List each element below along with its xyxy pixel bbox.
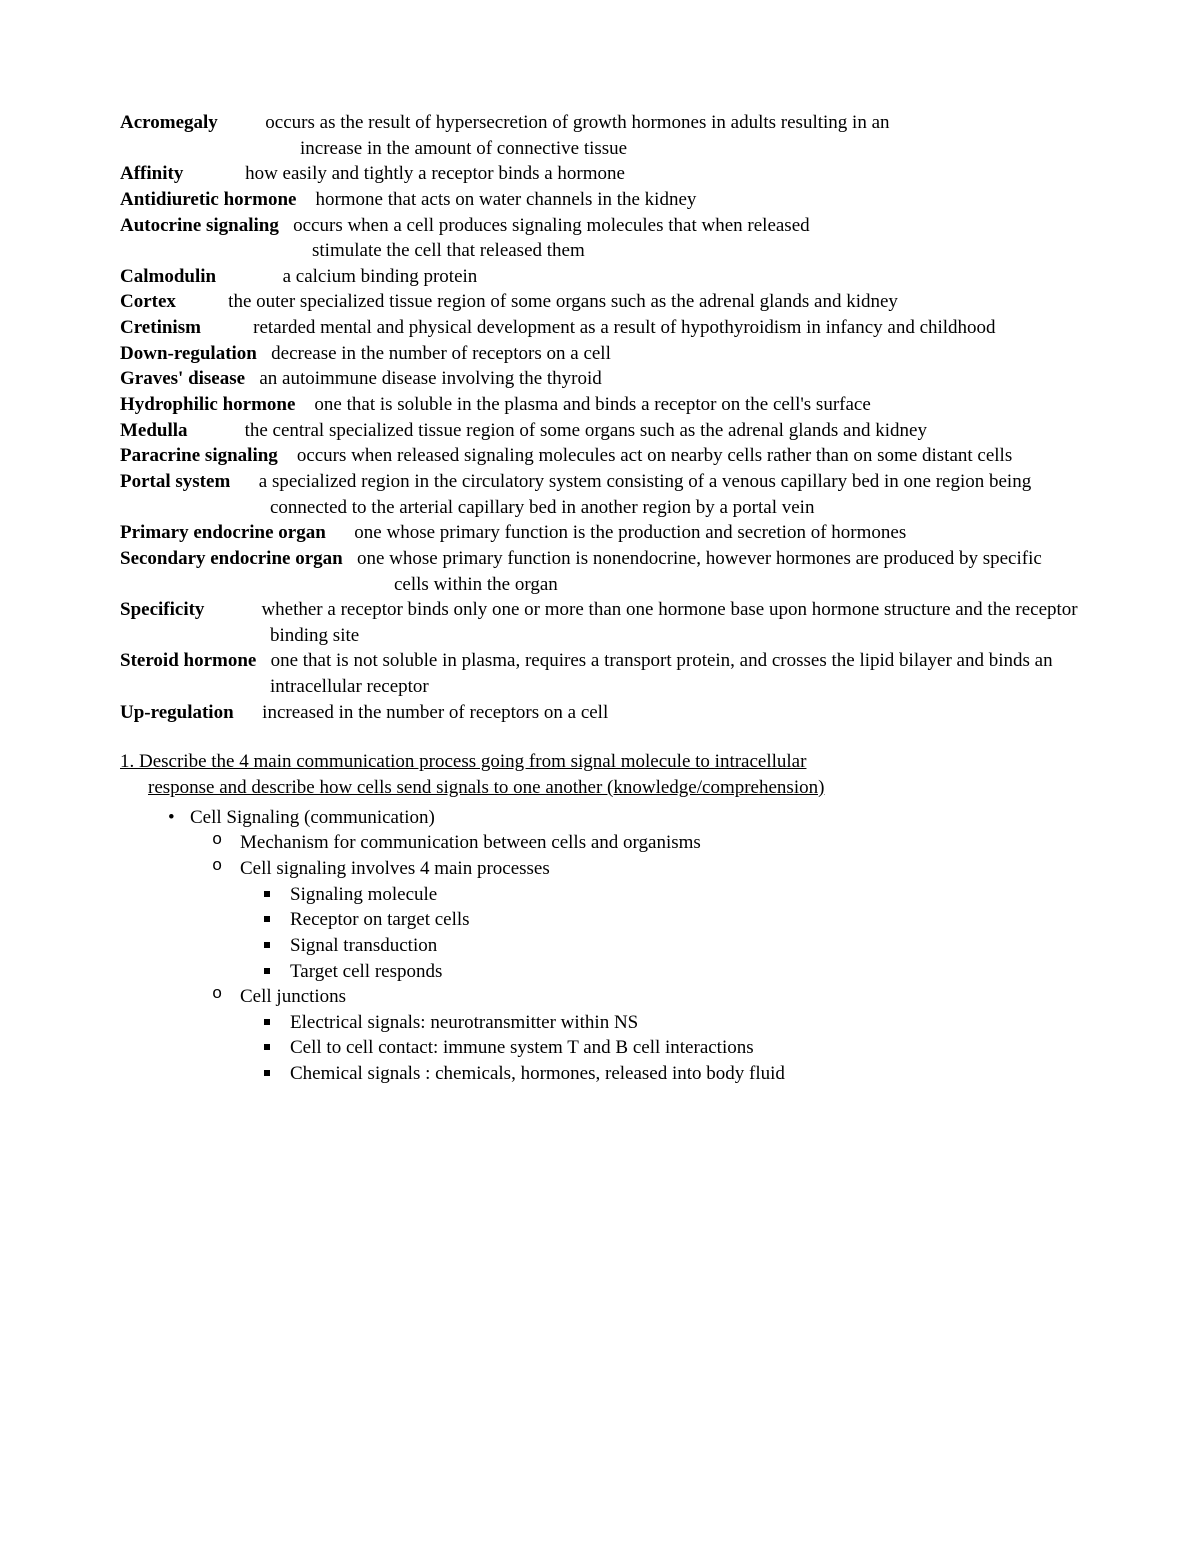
definition-row: Hydrophilic hormone one that is soluble … xyxy=(120,392,1080,418)
definition-term: Hydrophilic hormone xyxy=(120,394,295,415)
definition-term: Autocrine signaling xyxy=(120,215,279,236)
outline-level-1: Cell Signaling (communication) Mechanism… xyxy=(120,805,1080,1087)
definition-term: Calmodulin xyxy=(120,266,216,287)
definition-term: Acromegaly xyxy=(120,112,218,133)
definition-text: occurs as the result of hypersecretion o… xyxy=(265,112,889,133)
definition-term: Graves' disease xyxy=(120,368,245,389)
definition-text: retarded mental and physical development… xyxy=(253,317,995,338)
definition-term: Cretinism xyxy=(120,317,201,338)
definition-row: Graves' disease an autoimmune disease in… xyxy=(120,366,1080,392)
definition-continuation: increase in the amount of connective tis… xyxy=(120,136,1080,162)
definition-row: Antidiuretic hormone hormone that acts o… xyxy=(120,187,1080,213)
definition-term: Primary endocrine organ xyxy=(120,522,326,543)
question-line-1: 1. Describe the 4 main communication pro… xyxy=(120,749,1080,775)
definition-term: Affinity xyxy=(120,163,183,184)
outline-item: Cell signaling involves 4 main processes… xyxy=(190,856,1080,984)
outline-sub-item: Cell to cell contact: immune system T an… xyxy=(240,1035,1080,1061)
definition-term: Up-regulation xyxy=(120,702,234,723)
definition-text: one whose primary function is the produc… xyxy=(354,522,906,543)
definition-row: Up-regulation increased in the number of… xyxy=(120,700,1080,726)
definitions-list: Acromegaly occurs as the result of hyper… xyxy=(120,110,1080,725)
definition-text: a specialized region in the circulatory … xyxy=(259,471,1031,518)
definition-text: hormone that acts on water channels in t… xyxy=(315,189,696,210)
definition-row: Cortex the outer specialized tissue regi… xyxy=(120,289,1080,315)
definition-row: Primary endocrine organ one whose primar… xyxy=(120,520,1080,546)
outline-sub-item: Electrical signals: neurotransmitter wit… xyxy=(240,1010,1080,1036)
definition-row: Specificity whether a receptor binds onl… xyxy=(120,597,1080,648)
definition-text: decrease in the number of receptors on a… xyxy=(271,343,611,364)
outline-item-text: Mechanism for communication between cell… xyxy=(240,832,701,853)
definition-row: Calmodulin a calcium binding protein xyxy=(120,264,1080,290)
outline-level-2: Mechanism for communication between cell… xyxy=(190,830,1080,1086)
definition-text: one that is not soluble in plasma, requi… xyxy=(270,650,1053,697)
definition-row: Down-regulation decrease in the number o… xyxy=(120,341,1080,367)
definition-row: Steroid hormone one that is not soluble … xyxy=(120,648,1080,699)
outline-item: Cell Signaling (communication) Mechanism… xyxy=(140,805,1080,1087)
definition-row: Medulla the central specialized tissue r… xyxy=(120,418,1080,444)
outline-sub-item: Chemical signals : chemicals, hormones, … xyxy=(240,1061,1080,1087)
definition-row: Paracrine signaling occurs when released… xyxy=(120,443,1080,469)
definition-term: Steroid hormone xyxy=(120,650,256,671)
outline-item: Cell junctions Electrical signals: neurot… xyxy=(190,984,1080,1087)
definition-text: an autoimmune disease involving the thyr… xyxy=(259,368,601,389)
definition-text: occurs when released signaling molecules… xyxy=(297,445,1012,466)
definition-row: Portal system a specialized region in th… xyxy=(120,469,1080,520)
definition-term: Specificity xyxy=(120,599,204,620)
definition-row: Secondary endocrine organ one whose prim… xyxy=(120,546,1080,597)
definition-text: how easily and tightly a receptor binds … xyxy=(245,163,625,184)
outline-sub-item: Receptor on target cells xyxy=(240,907,1080,933)
outline-level-3: Electrical signals: neurotransmitter wit… xyxy=(240,1010,1080,1087)
question-line-2: response and describe how cells send sig… xyxy=(120,775,1080,801)
question-heading: 1. Describe the 4 main communication pro… xyxy=(120,749,1080,800)
outline-top-text: Cell Signaling (communication) xyxy=(190,807,435,828)
outline-item-text: Cell signaling involves 4 main processes xyxy=(240,858,550,879)
definition-continuation: stimulate the cell that released them xyxy=(120,238,1080,264)
definition-term: Antidiuretic hormone xyxy=(120,189,296,210)
definition-text: one that is soluble in the plasma and bi… xyxy=(314,394,870,415)
definition-text: occurs when a cell produces signaling mo… xyxy=(293,215,810,236)
definition-row: Acromegaly occurs as the result of hyper… xyxy=(120,110,1080,136)
definition-row: Autocrine signaling occurs when a cell p… xyxy=(120,213,1080,239)
definition-term: Portal system xyxy=(120,471,230,492)
definition-text: the outer specialized tissue region of s… xyxy=(228,291,898,312)
outline-item-text: Cell junctions xyxy=(240,986,346,1007)
definition-text: increased in the number of receptors on … xyxy=(262,702,608,723)
definition-term: Paracrine signaling xyxy=(120,445,278,466)
outline-sub-item: Signaling molecule xyxy=(240,882,1080,908)
definition-row: Cretinism retarded mental and physical d… xyxy=(120,315,1080,341)
definition-text: a calcium binding protein xyxy=(283,266,478,287)
outline-item: Mechanism for communication between cell… xyxy=(190,830,1080,856)
outline-sub-item: Target cell responds xyxy=(240,959,1080,985)
definition-term: Cortex xyxy=(120,291,176,312)
definition-text: the central specialized tissue region of… xyxy=(245,420,927,441)
outline-sub-item: Signal transduction xyxy=(240,933,1080,959)
outline-level-3: Signaling moleculeReceptor on target cel… xyxy=(240,882,1080,985)
definition-text: whether a receptor binds only one or mor… xyxy=(261,599,1077,646)
definition-row: Affinity how easily and tightly a recept… xyxy=(120,161,1080,187)
definition-term: Secondary endocrine organ xyxy=(120,548,343,569)
definition-text: one whose primary function is nonendocri… xyxy=(357,548,1042,595)
definition-term: Down-regulation xyxy=(120,343,257,364)
definition-term: Medulla xyxy=(120,420,188,441)
